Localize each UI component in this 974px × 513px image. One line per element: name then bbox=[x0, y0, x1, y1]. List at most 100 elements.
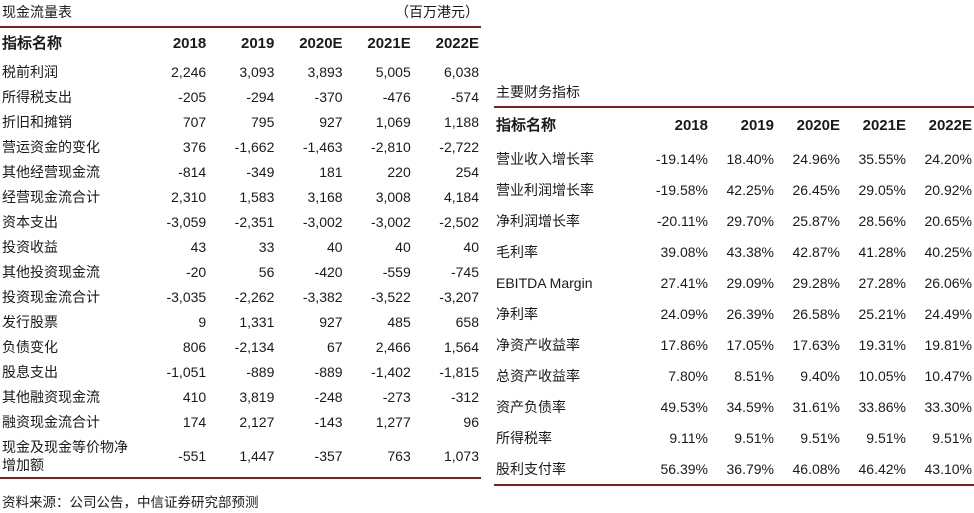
financial-indicators-caption-row: 主要财务指标 bbox=[494, 84, 974, 108]
column-header-2020e: 2020E bbox=[299, 35, 343, 52]
cell-2019: 1,583 bbox=[239, 188, 275, 205]
row-label: 股利支付率 bbox=[496, 460, 566, 477]
cell-2022e: 658 bbox=[455, 313, 479, 330]
cell-2019: -889 bbox=[246, 363, 275, 380]
cell-2021e: 1,277 bbox=[375, 413, 411, 430]
cell-2021e: 19.31% bbox=[858, 336, 906, 353]
cell-2018: 806 bbox=[182, 338, 207, 355]
cell-2020e: 42.87% bbox=[792, 243, 840, 260]
row-label: 净利率 bbox=[496, 305, 538, 322]
column-header-2021e: 2021E bbox=[862, 117, 906, 134]
cell-2019: 9.51% bbox=[734, 429, 774, 446]
cell-2022e: 1,564 bbox=[443, 338, 479, 355]
row-label: 净资产收益率 bbox=[496, 336, 580, 353]
cell-2018: 27.41% bbox=[660, 274, 708, 291]
column-header-2020e: 2020E bbox=[796, 117, 840, 134]
cell-2018: 43 bbox=[190, 238, 207, 255]
source-note: 资料来源：公司公告，中信证券研究部预测 bbox=[2, 495, 259, 510]
cell-2020e: 927 bbox=[319, 313, 343, 330]
cell-2022e: -745 bbox=[450, 263, 479, 280]
cell-2021e: -559 bbox=[382, 263, 411, 280]
cell-2020e: -889 bbox=[314, 363, 343, 380]
cell-2022e: -2,722 bbox=[439, 138, 479, 155]
cell-2020e: -143 bbox=[314, 413, 343, 430]
cell-2019: 29.09% bbox=[726, 274, 774, 291]
cell-2021e: 28.56% bbox=[858, 212, 906, 229]
cash-flow-table: 指标名称 2018 2019 2020E 2021E 2022E 税前利润 2,… bbox=[0, 28, 481, 479]
row-label: 投资收益 bbox=[2, 238, 58, 255]
cell-2018: 9 bbox=[198, 313, 207, 330]
cell-2022e: 1,073 bbox=[443, 447, 479, 464]
cell-2022e: 43.10% bbox=[924, 460, 972, 477]
cash-flow-table-unit: （百万港元） bbox=[395, 4, 479, 20]
cell-2019: 56 bbox=[258, 263, 275, 280]
financial-indicator-row: EBITDA Margin 27.41% 29.09% 29.28% 27.28… bbox=[494, 267, 974, 298]
cell-2021e: -1,402 bbox=[371, 363, 411, 380]
cell-2020e: -248 bbox=[314, 388, 343, 405]
cell-2020e: 9.51% bbox=[800, 429, 840, 446]
cell-2021e: 33.86% bbox=[858, 398, 906, 415]
cash-flow-row: 融资现金流合计 174 2,127 -143 1,277 96 bbox=[0, 409, 481, 434]
cash-flow-row: 其他投资现金流 -20 56 -420 -559 -745 bbox=[0, 259, 481, 284]
cell-2018: -1,051 bbox=[166, 363, 207, 380]
cash-flow-row: 发行股票 9 1,331 927 485 658 bbox=[0, 309, 481, 334]
cash-flow-caption-row: 现金流量表 （百万港元） bbox=[0, 4, 481, 28]
cash-flow-row: 经营现金流合计 2,310 1,583 3,168 3,008 4,184 bbox=[0, 184, 481, 209]
cell-2019: 795 bbox=[251, 113, 275, 130]
cell-2020e: 17.63% bbox=[792, 336, 840, 353]
cell-2021e: 27.28% bbox=[858, 274, 906, 291]
row-label: 总资产收益率 bbox=[496, 367, 580, 384]
financial-indicator-row: 净资产收益率 17.86% 17.05% 17.63% 19.31% 19.81… bbox=[494, 329, 974, 360]
row-label: 营业收入增长率 bbox=[496, 150, 594, 167]
cash-flow-row: 投资现金流合计 -3,035 -2,262 -3,382 -3,522 -3,2… bbox=[0, 284, 481, 309]
row-label: 投资现金流合计 bbox=[2, 288, 100, 305]
cell-2018: 174 bbox=[182, 413, 207, 430]
cell-2022e: -2,502 bbox=[439, 213, 479, 230]
cash-flow-row: 投资收益 43 33 40 40 40 bbox=[0, 234, 481, 259]
cash-flow-row: 其他融资现金流 410 3,819 -248 -273 -312 bbox=[0, 384, 481, 409]
cell-2020e: 31.61% bbox=[792, 398, 840, 415]
financial-indicator-row: 总资产收益率 7.80% 8.51% 9.40% 10.05% 10.47% bbox=[494, 360, 974, 391]
row-label: 股息支出 bbox=[2, 363, 58, 380]
cell-2022e: 20.65% bbox=[924, 212, 972, 229]
cell-2022e: -1,815 bbox=[439, 363, 479, 380]
cash-flow-table-title: 现金流量表 bbox=[2, 4, 72, 20]
cash-flow-row: 折旧和摊销 707 795 927 1,069 1,188 bbox=[0, 109, 481, 134]
cash-flow-header-row: 指标名称 2018 2019 2020E 2021E 2022E bbox=[0, 28, 481, 59]
row-label: 资本支出 bbox=[2, 213, 58, 230]
cell-2018: -20.11% bbox=[656, 212, 708, 229]
cell-2021e: 763 bbox=[387, 447, 411, 464]
cell-2022e: 33.30% bbox=[924, 398, 972, 415]
row-label: 经营现金流合计 bbox=[2, 188, 100, 205]
cell-2021e: 1,069 bbox=[375, 113, 411, 130]
cell-2018: 2,310 bbox=[171, 188, 207, 205]
cell-2021e: 3,008 bbox=[375, 188, 411, 205]
column-header-2018: 2018 bbox=[172, 35, 207, 52]
cell-2021e: 10.05% bbox=[858, 367, 906, 384]
cell-2018: 49.53% bbox=[660, 398, 708, 415]
row-label: 资产负债率 bbox=[496, 398, 566, 415]
cell-2018: 410 bbox=[182, 388, 207, 405]
cell-2022e: -312 bbox=[450, 388, 479, 405]
cell-2020e: 40 bbox=[326, 238, 343, 255]
row-label: 营业利润增长率 bbox=[496, 181, 594, 198]
financial-indicator-row: 资产负债率 49.53% 34.59% 31.61% 33.86% 33.30% bbox=[494, 391, 974, 422]
cell-2019: 2,127 bbox=[239, 413, 275, 430]
cell-2020e: -357 bbox=[314, 447, 343, 464]
cell-2018: 707 bbox=[182, 113, 207, 130]
cell-2018: -20 bbox=[185, 263, 207, 280]
cell-2022e: 24.49% bbox=[924, 305, 972, 322]
cell-2020e: 927 bbox=[319, 113, 343, 130]
cash-flow-row: 股息支出 -1,051 -889 -889 -1,402 -1,815 bbox=[0, 359, 481, 384]
cell-2020e: 46.08% bbox=[792, 460, 840, 477]
financial-indicator-row: 净利率 24.09% 26.39% 26.58% 25.21% 24.49% bbox=[494, 298, 974, 329]
row-label: 负债变化 bbox=[2, 338, 58, 355]
cell-2021e: 2,466 bbox=[375, 338, 411, 355]
cell-2020e: -3,382 bbox=[302, 288, 343, 305]
cash-flow-row: 营运资金的变化 376 -1,662 -1,463 -2,810 -2,722 bbox=[0, 134, 481, 159]
cell-2019: 17.05% bbox=[726, 336, 774, 353]
cell-2022e: 10.47% bbox=[924, 367, 972, 384]
cell-2019: -294 bbox=[246, 88, 275, 105]
cell-2022e: -3,207 bbox=[439, 288, 479, 305]
row-label: 发行股票 bbox=[2, 313, 58, 330]
